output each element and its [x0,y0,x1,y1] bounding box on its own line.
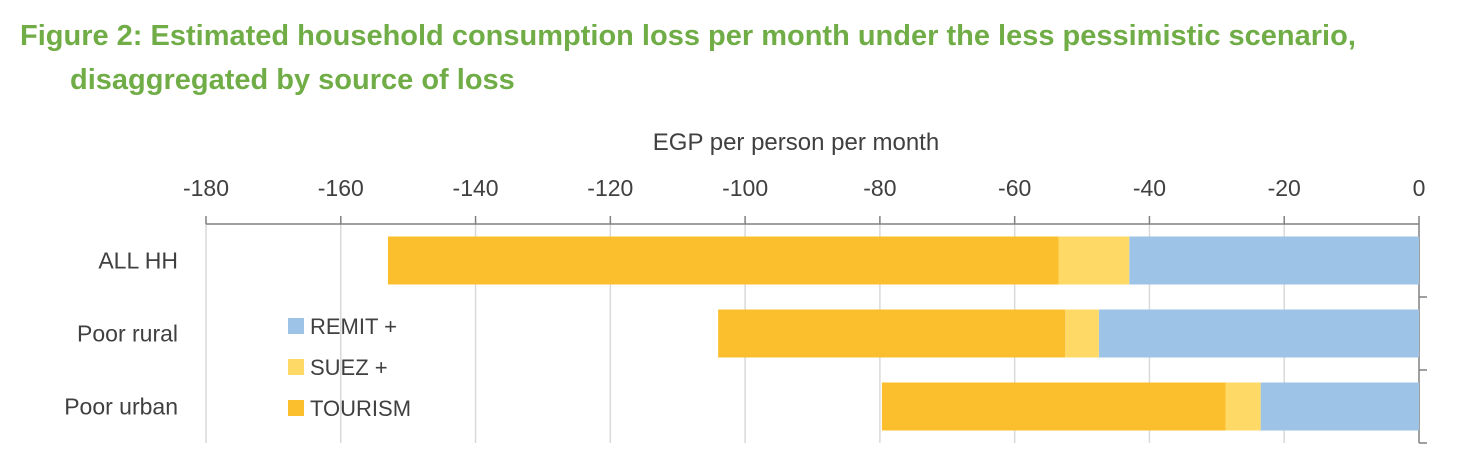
x-tick-label: -140 [453,175,499,201]
x-tick-label: -180 [183,175,229,201]
legend-label: SUEZ + [310,355,388,380]
figure-title-line-2: disaggregated by source of loss [70,64,515,96]
legend-swatch [288,359,304,375]
bar-segment [881,382,1226,431]
bar-segment [1058,236,1130,285]
figure-title-line-1: Figure 2: Estimated household consumptio… [20,20,1356,52]
x-tick-label: -20 [1268,175,1301,201]
x-tick-label: 0 [1413,175,1426,201]
bar-segment [1065,309,1099,358]
category-labels: ALL HH Poor rural Poor urban [64,248,178,420]
legend: REMIT + SUEZ + TOURISM [288,314,411,421]
bar-segment [1260,382,1419,431]
category-label: Poor rural [77,321,178,347]
x-axis: -180 -160 -140 -120 -100 -80 -60 -40 -20 0 [183,175,1427,444]
x-tick-label: -40 [1133,175,1166,201]
figure-title: Figure 2: Estimated household consumptio… [20,14,1460,102]
x-tick-label: -120 [587,175,633,201]
x-tick-label: -80 [863,175,896,201]
legend-label: REMIT + [310,314,397,339]
bar-segment [1225,382,1261,431]
x-axis-title: EGP per person per month [653,129,939,156]
x-tick-label: -160 [318,175,364,201]
bar-segment [718,309,1066,358]
bar-segment [1098,309,1419,358]
bar-segment [387,236,1059,285]
bar-segment [1129,236,1419,285]
legend-swatch [288,400,304,416]
bars [387,236,1419,431]
category-label: Poor urban [64,394,178,420]
x-tick-label: -60 [998,175,1031,201]
category-label: ALL HH [98,248,178,274]
legend-label: TOURISM [310,396,411,421]
legend-swatch [288,318,304,334]
x-tick-label: -100 [722,175,768,201]
